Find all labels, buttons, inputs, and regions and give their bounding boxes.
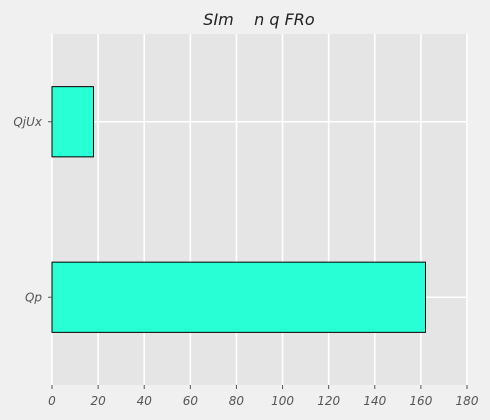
- bar: [51, 261, 426, 333]
- x-tick-label: 40: [137, 394, 153, 408]
- x-tick-label: 60: [183, 394, 199, 408]
- x-axis-ticks: 0 20 40 60 80 100 120 140 160 180: [48, 385, 479, 408]
- x-tick-label: 80: [229, 394, 245, 408]
- x-tick-label: 140: [363, 394, 386, 408]
- x-tick-label: 120: [317, 394, 340, 408]
- y-tick-label: Qp: [25, 290, 42, 304]
- bars: [51, 86, 426, 333]
- x-tick-label: 100: [271, 394, 294, 408]
- x-tick-label: 180: [456, 394, 479, 408]
- bar: [51, 86, 94, 158]
- x-tick-label: 0: [48, 394, 56, 408]
- chart-title: SIm n q FRo: [203, 10, 315, 29]
- y-tick-label: QjUx: [13, 115, 43, 129]
- y-axis-labels: QjUx Qp: [13, 115, 52, 304]
- x-tick-label: 20: [90, 394, 106, 408]
- x-tick-label: 160: [409, 394, 432, 408]
